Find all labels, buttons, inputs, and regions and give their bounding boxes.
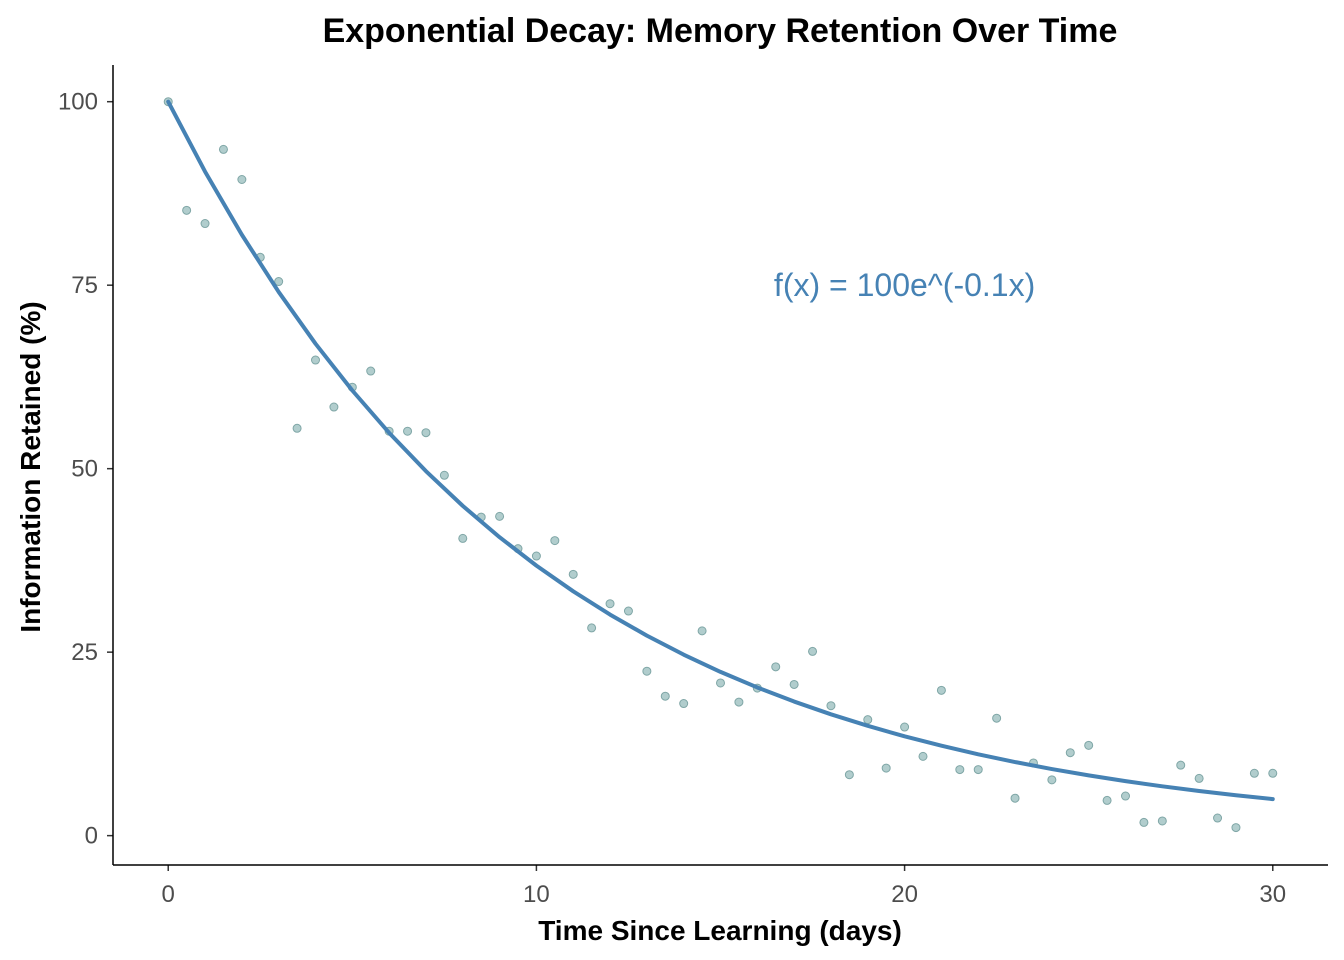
data-point: [660, 691, 670, 701]
data-point: [955, 765, 965, 775]
data-point: [642, 666, 652, 676]
data-point: [421, 428, 431, 438]
y-tick-label: 100: [58, 89, 98, 116]
data-point: [973, 765, 983, 775]
data-point: [587, 623, 597, 633]
plot-area: [163, 97, 1278, 833]
y-tick-label: 0: [85, 823, 98, 850]
y-axis-ticks: 0 25 50 75 100: [58, 89, 113, 850]
data-point: [605, 599, 615, 609]
data-point: [936, 685, 946, 695]
data-point: [918, 751, 928, 761]
data-point: [697, 626, 707, 636]
data-point: [844, 770, 854, 780]
x-tick-label: 30: [1259, 881, 1286, 908]
data-point: [1157, 816, 1167, 826]
data-point: [1047, 775, 1057, 785]
y-tick-label: 50: [71, 456, 98, 483]
y-tick-label: 75: [71, 272, 98, 299]
data-point: [1213, 813, 1223, 823]
x-tick-label: 20: [891, 881, 918, 908]
data-point: [531, 551, 541, 561]
data-point: [992, 713, 1002, 723]
data-point: [1194, 773, 1204, 783]
data-point: [808, 646, 818, 656]
data-point: [568, 569, 578, 579]
data-point: [292, 423, 302, 433]
data-point: [458, 533, 468, 543]
data-point: [1231, 823, 1241, 833]
chart-title: Exponential Decay: Memory Retention Over…: [323, 12, 1118, 50]
data-point: [771, 662, 781, 672]
data-point: [237, 174, 247, 184]
data-point: [679, 699, 689, 709]
data-point: [789, 679, 799, 689]
data-point: [495, 511, 505, 521]
y-axis-title: Information Retained (%): [15, 301, 46, 632]
data-point: [366, 366, 376, 376]
data-point: [1139, 817, 1149, 827]
data-point: [311, 355, 320, 365]
x-tick-label: 10: [523, 881, 550, 908]
data-point: [716, 678, 725, 688]
data-point: [274, 277, 284, 287]
fit-curve: [166, 99, 1275, 802]
data-point: [329, 402, 339, 412]
data-point: [200, 219, 210, 229]
data-point: [218, 144, 228, 154]
x-axis-title: Time Since Learning (days): [538, 915, 902, 946]
data-point: [182, 205, 192, 215]
data-point: [734, 697, 744, 707]
data-point: [1121, 791, 1130, 801]
data-point: [1176, 760, 1186, 770]
data-point: [826, 701, 836, 711]
data-point: [1102, 795, 1112, 805]
data-point: [403, 426, 413, 436]
data-point: [1084, 740, 1094, 750]
data-point: [900, 722, 910, 732]
data-point: [863, 715, 873, 725]
data-point: [881, 763, 891, 773]
data-point: [1065, 748, 1075, 758]
formula-annotation: f(x) = 100e^(-0.1x): [774, 267, 1035, 303]
data-point: [439, 470, 449, 480]
x-axis-ticks: 0 10 20 30: [162, 865, 1286, 908]
data-point: [1010, 793, 1020, 803]
x-tick-label: 0: [162, 881, 175, 908]
data-point: [1249, 768, 1259, 778]
data-point: [623, 606, 633, 616]
data-point: [550, 536, 560, 546]
data-point: [1268, 768, 1278, 778]
y-tick-label: 25: [71, 639, 98, 666]
